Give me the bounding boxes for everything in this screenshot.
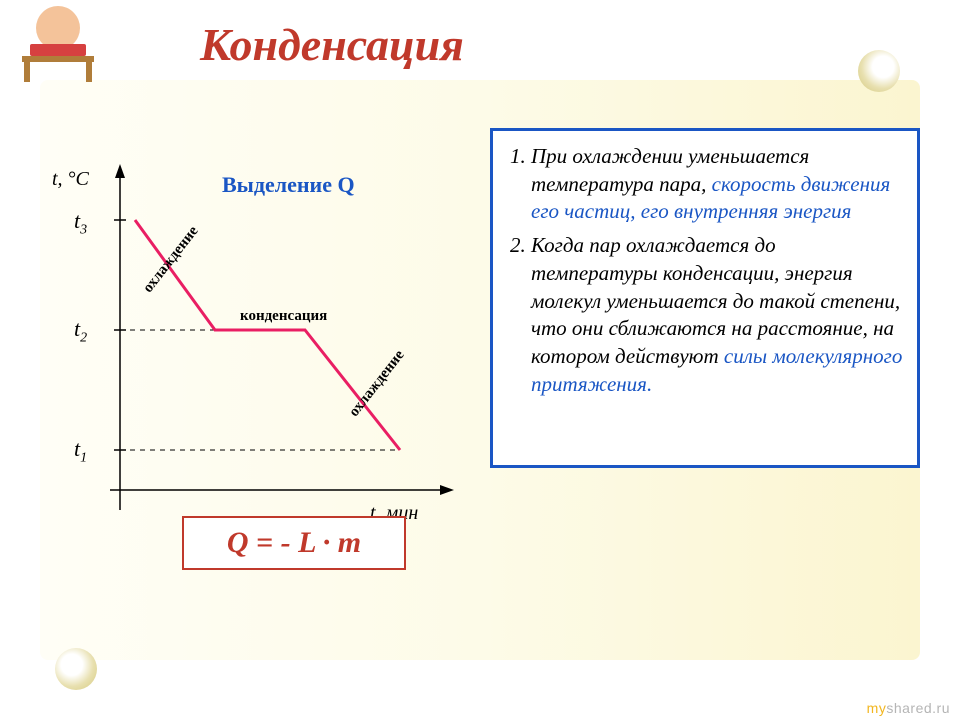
student-desk-icon (18, 6, 98, 86)
formula-box: Q = - L · m (182, 516, 406, 570)
parchment-curl-top (858, 50, 900, 92)
x-arrowhead (440, 485, 454, 495)
ytick-t1: t1 (74, 436, 87, 466)
notes-list: При охлаждении уменьшается температура п… (507, 143, 903, 398)
chart: t, °C t3 t2 t1 t, мин Выделение Q охлажд… (50, 160, 490, 580)
formula-text: Q = - L · m (227, 526, 361, 560)
notes-box: При охлаждении уменьшается температура п… (490, 128, 920, 468)
page-title: Конденсация (200, 18, 464, 71)
parchment-curl-bottom (55, 648, 97, 690)
y-arrowhead (115, 164, 125, 178)
y-axis-label: t, °C (52, 168, 89, 191)
watermark: myshared.ru (867, 700, 950, 716)
note-item-1: При охлаждении уменьшается температура п… (531, 143, 903, 226)
watermark-rest: shared.ru (886, 700, 950, 716)
q-release-label: Выделение Q (222, 172, 355, 198)
note-item-2: Когда пар охлаждается до температуры кон… (531, 232, 903, 398)
ytick-t2: t2 (74, 316, 87, 346)
watermark-my: my (867, 700, 887, 716)
segment-condensation: конденсация (240, 308, 327, 325)
ytick-t3: t3 (74, 208, 87, 238)
